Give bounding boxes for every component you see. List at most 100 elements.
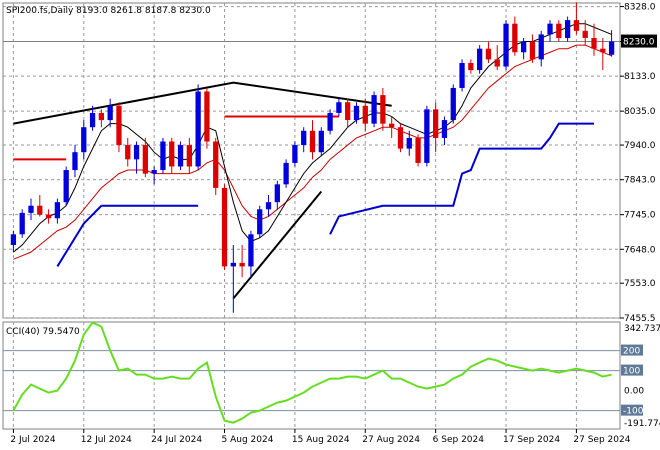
candle-body: [538, 34, 544, 60]
cci-level-tag: [621, 344, 643, 356]
candle-body: [142, 145, 148, 174]
candle-body: [19, 212, 25, 235]
candle-body: [424, 109, 430, 163]
candle: [221, 184, 228, 270]
candle: [336, 98, 342, 117]
candle: [213, 137, 219, 196]
candle: [125, 137, 131, 167]
candle-body: [485, 48, 492, 60]
trend-line: [13, 81, 392, 125]
current-price-tag: 8230.0: [621, 34, 657, 48]
candle: [512, 16, 518, 56]
time-tick-label: 2 Jul 2024: [10, 435, 55, 445]
candle: [133, 141, 140, 174]
candle-body: [125, 145, 131, 160]
candle-body: [301, 130, 307, 146]
candle-body: [28, 205, 34, 213]
cci-tick-label: 0.00: [624, 387, 644, 397]
candle-body: [195, 91, 201, 167]
candle: [459, 59, 465, 92]
price-tick-label: 7940.0: [624, 141, 656, 151]
candle-body: [274, 184, 280, 203]
price-tick-label: 8035.0: [624, 107, 656, 117]
candle: [556, 20, 562, 42]
candle-body: [433, 109, 439, 138]
candle: [494, 45, 500, 71]
candle-body: [283, 162, 289, 185]
candle-body: [89, 112, 96, 128]
candle-body: [591, 37, 597, 49]
candle-body: [582, 30, 588, 38]
candle-body: [608, 41, 615, 55]
candle: [230, 245, 236, 313]
cci-tick-label: -191.7746: [624, 419, 660, 429]
cci-tick-label: -100: [623, 407, 644, 417]
candle: [177, 141, 184, 171]
candle-body: [63, 170, 69, 203]
candle-body: [265, 202, 272, 210]
price-tick-label: 8328.0: [624, 3, 656, 13]
candle-body: [353, 105, 360, 121]
candle: [450, 84, 456, 124]
candle-body: [257, 209, 263, 235]
candle: [547, 20, 553, 42]
candle-body: [406, 137, 412, 149]
candle-body: [345, 102, 351, 121]
stop-line: [56, 205, 103, 267]
time-tick-label: 5 Aug 2024: [222, 435, 274, 445]
candle-body: [309, 130, 316, 153]
current-price-tag-bg: [621, 34, 657, 48]
candle: [274, 180, 280, 210]
candle-body: [221, 187, 228, 267]
candle: [477, 45, 483, 74]
price-axis: 8328.0 8133.0 8035.0 7940.0 7843.0 7745.0 7648…: [620, 3, 656, 324]
time-tick-label: 27 Aug 2024: [362, 435, 420, 445]
price-tick-label: 7843.0: [624, 176, 656, 186]
candle: [28, 198, 34, 221]
candle: [380, 87, 386, 131]
candle: [520, 37, 527, 60]
candle: [204, 87, 210, 149]
candle: [573, 2, 580, 35]
price-tick-label: 7455.5: [624, 314, 656, 324]
candle: [433, 102, 439, 153]
candle: [608, 30, 615, 57]
candle: [318, 127, 324, 156]
candle-body: [362, 105, 368, 124]
candle-body: [45, 214, 52, 219]
candle-body: [292, 145, 298, 163]
candle: [169, 137, 175, 174]
candle-body: [177, 145, 184, 167]
candle: [142, 137, 148, 178]
time-tick-label: 24 Jul 2024: [151, 435, 202, 445]
candle-body: [169, 141, 175, 167]
candle-body: [160, 141, 166, 171]
candle: [160, 137, 166, 174]
candle-body: [213, 141, 219, 188]
candle-body: [397, 127, 404, 149]
candle: [10, 230, 17, 253]
candle-body: [547, 23, 553, 35]
candle: [45, 209, 52, 224]
time-tick-label: 6 Sep 2024: [433, 435, 485, 445]
candle: [424, 105, 430, 167]
cci-level-tag: [621, 364, 643, 376]
fast-ma-line: [13, 23, 612, 253]
candle: [564, 16, 571, 42]
candle: [151, 166, 157, 185]
candle-body: [477, 48, 483, 71]
candle-body: [239, 262, 245, 267]
candle-body: [186, 145, 192, 167]
candle: [353, 102, 360, 124]
cci-title: CCI(40) 79.5470: [6, 327, 80, 337]
price-overlay-lines: [13, 23, 612, 300]
candle-body: [371, 95, 377, 124]
candle: [371, 91, 377, 128]
candle-body: [468, 62, 474, 71]
candle-body: [459, 62, 465, 88]
candle: [485, 41, 492, 63]
candle-body: [72, 152, 78, 171]
candle: [538, 30, 544, 67]
candle: [468, 59, 474, 74]
